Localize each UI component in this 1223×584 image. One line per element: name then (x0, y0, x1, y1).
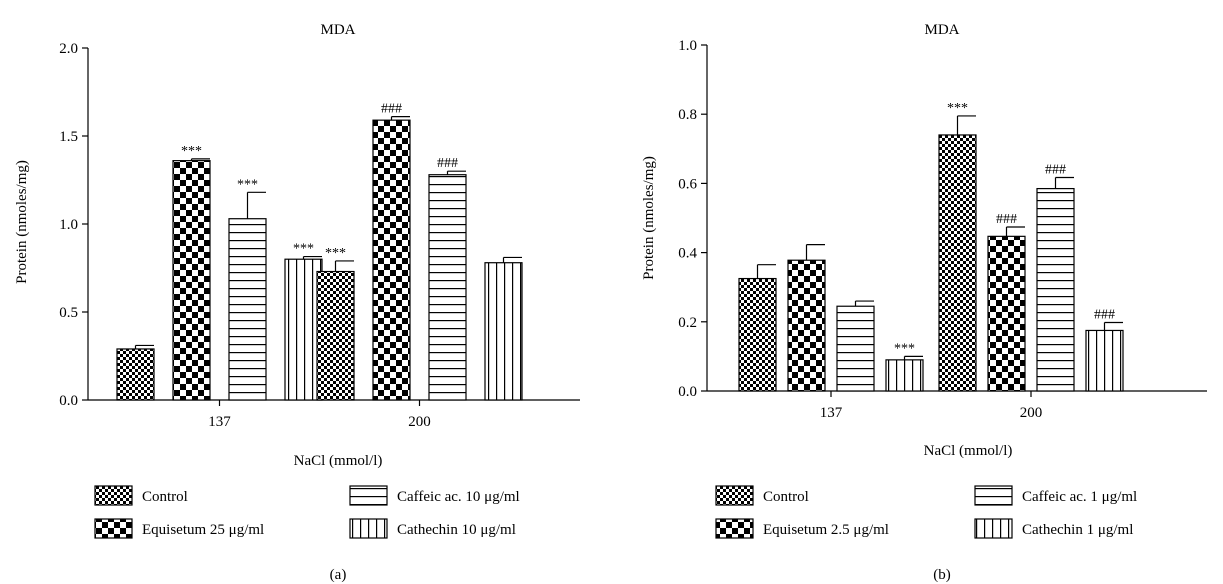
x-tick-label: 200 (408, 414, 431, 430)
significance-label: *** (237, 177, 258, 192)
y-axis-label: Protein (nmoles/mg) (641, 156, 657, 280)
bar (372, 119, 411, 401)
panel-label: (a) (330, 567, 347, 583)
bar (228, 218, 267, 401)
chart-title: MDA (924, 22, 959, 38)
significance-label: ### (1045, 163, 1066, 178)
legend-swatch (94, 518, 133, 539)
legend: Control Caffeic ac. 1 μg/ml Equisetum 2.5 … (715, 485, 1137, 539)
bar (987, 235, 1026, 392)
bar (787, 259, 826, 392)
y-tick-label: 1.0 (59, 217, 78, 233)
plot-area: 0.0 0.5 1.0 1.5 2.0 137 *** *** *** 200 *** ### ### (59, 41, 580, 430)
bar (484, 262, 523, 401)
legend-label: Caffeic ac. 1 μg/ml (1022, 489, 1137, 505)
significance-label: ### (437, 156, 458, 171)
chart-panel-b: MDA Protein (nmoles/mg) NaCl (mmol/l) 0.… (641, 22, 1207, 583)
bar (1085, 329, 1124, 392)
y-axis-label: Protein (nmoles/mg) (14, 160, 30, 284)
y-tick-label: 0.0 (678, 384, 697, 400)
legend-label: Equisetum 25 μg/ml (142, 522, 264, 538)
y-tick-label: 1.0 (678, 38, 697, 54)
significance-label: *** (894, 341, 915, 356)
y-tick-label: 0.8 (678, 107, 697, 123)
bar (116, 348, 155, 401)
legend-swatch (349, 518, 388, 539)
y-axis-label-text: Protein (nmoles/mg) (641, 156, 657, 280)
legend-swatch (974, 518, 1013, 539)
bar (428, 174, 467, 401)
x-tick-label: 137 (208, 414, 231, 430)
y-tick-label: 0.4 (678, 246, 697, 262)
y-axis-label-text: Protein (nmoles/mg) (14, 160, 30, 284)
bar (885, 359, 924, 392)
bar (938, 134, 977, 392)
bar (172, 160, 211, 401)
significance-label: *** (293, 242, 314, 257)
y-tick-label: 0.6 (678, 176, 697, 192)
x-tick-label: 200 (1020, 405, 1043, 421)
bar (1036, 187, 1075, 392)
legend-label: Caffeic ac. 10 μg/ml (397, 489, 520, 505)
bar (738, 277, 777, 392)
bar (836, 305, 875, 392)
y-tick-label: 0.5 (59, 305, 78, 321)
chart-panel-a: MDA Protein (nmoles/mg) NaCl (mmol/l) 0.… (14, 22, 580, 583)
chart-title: MDA (320, 22, 355, 38)
y-tick-label: 0.0 (59, 393, 78, 409)
legend-label: Cathechin 1 μg/ml (1022, 522, 1133, 538)
bar (316, 270, 355, 401)
legend-swatch (349, 485, 388, 506)
y-tick-label: 2.0 (59, 41, 78, 57)
y-tick-label: 0.2 (678, 315, 697, 331)
y-tick-label: 1.5 (59, 129, 78, 145)
legend-label: Control (763, 489, 809, 505)
significance-label: *** (325, 246, 346, 261)
significance-label: *** (947, 101, 968, 116)
x-axis-label: NaCl (mmol/l) (924, 443, 1013, 459)
legend-swatch (715, 518, 754, 539)
significance-label: *** (181, 144, 202, 159)
significance-label: ### (1094, 307, 1115, 322)
legend-swatch (974, 485, 1013, 506)
x-axis-label: NaCl (mmol/l) (294, 453, 383, 469)
legend: Control Caffeic ac. 10 μg/ml Equisetum 25 … (94, 485, 520, 539)
plot-area: 0.0 0.2 0.4 0.6 0.8 1.0 137 *** 200 *** ### ### ### (678, 38, 1207, 421)
significance-label: ### (996, 212, 1017, 227)
significance-label: ### (381, 102, 402, 117)
legend-swatch (715, 485, 754, 506)
legend-label: Control (142, 489, 188, 505)
x-tick-label: 137 (820, 405, 843, 421)
legend-label: Cathechin 10 μg/ml (397, 522, 516, 538)
legend-label: Equisetum 2.5 μg/ml (763, 522, 889, 538)
panel-label: (b) (933, 567, 951, 583)
legend-swatch (94, 485, 133, 506)
